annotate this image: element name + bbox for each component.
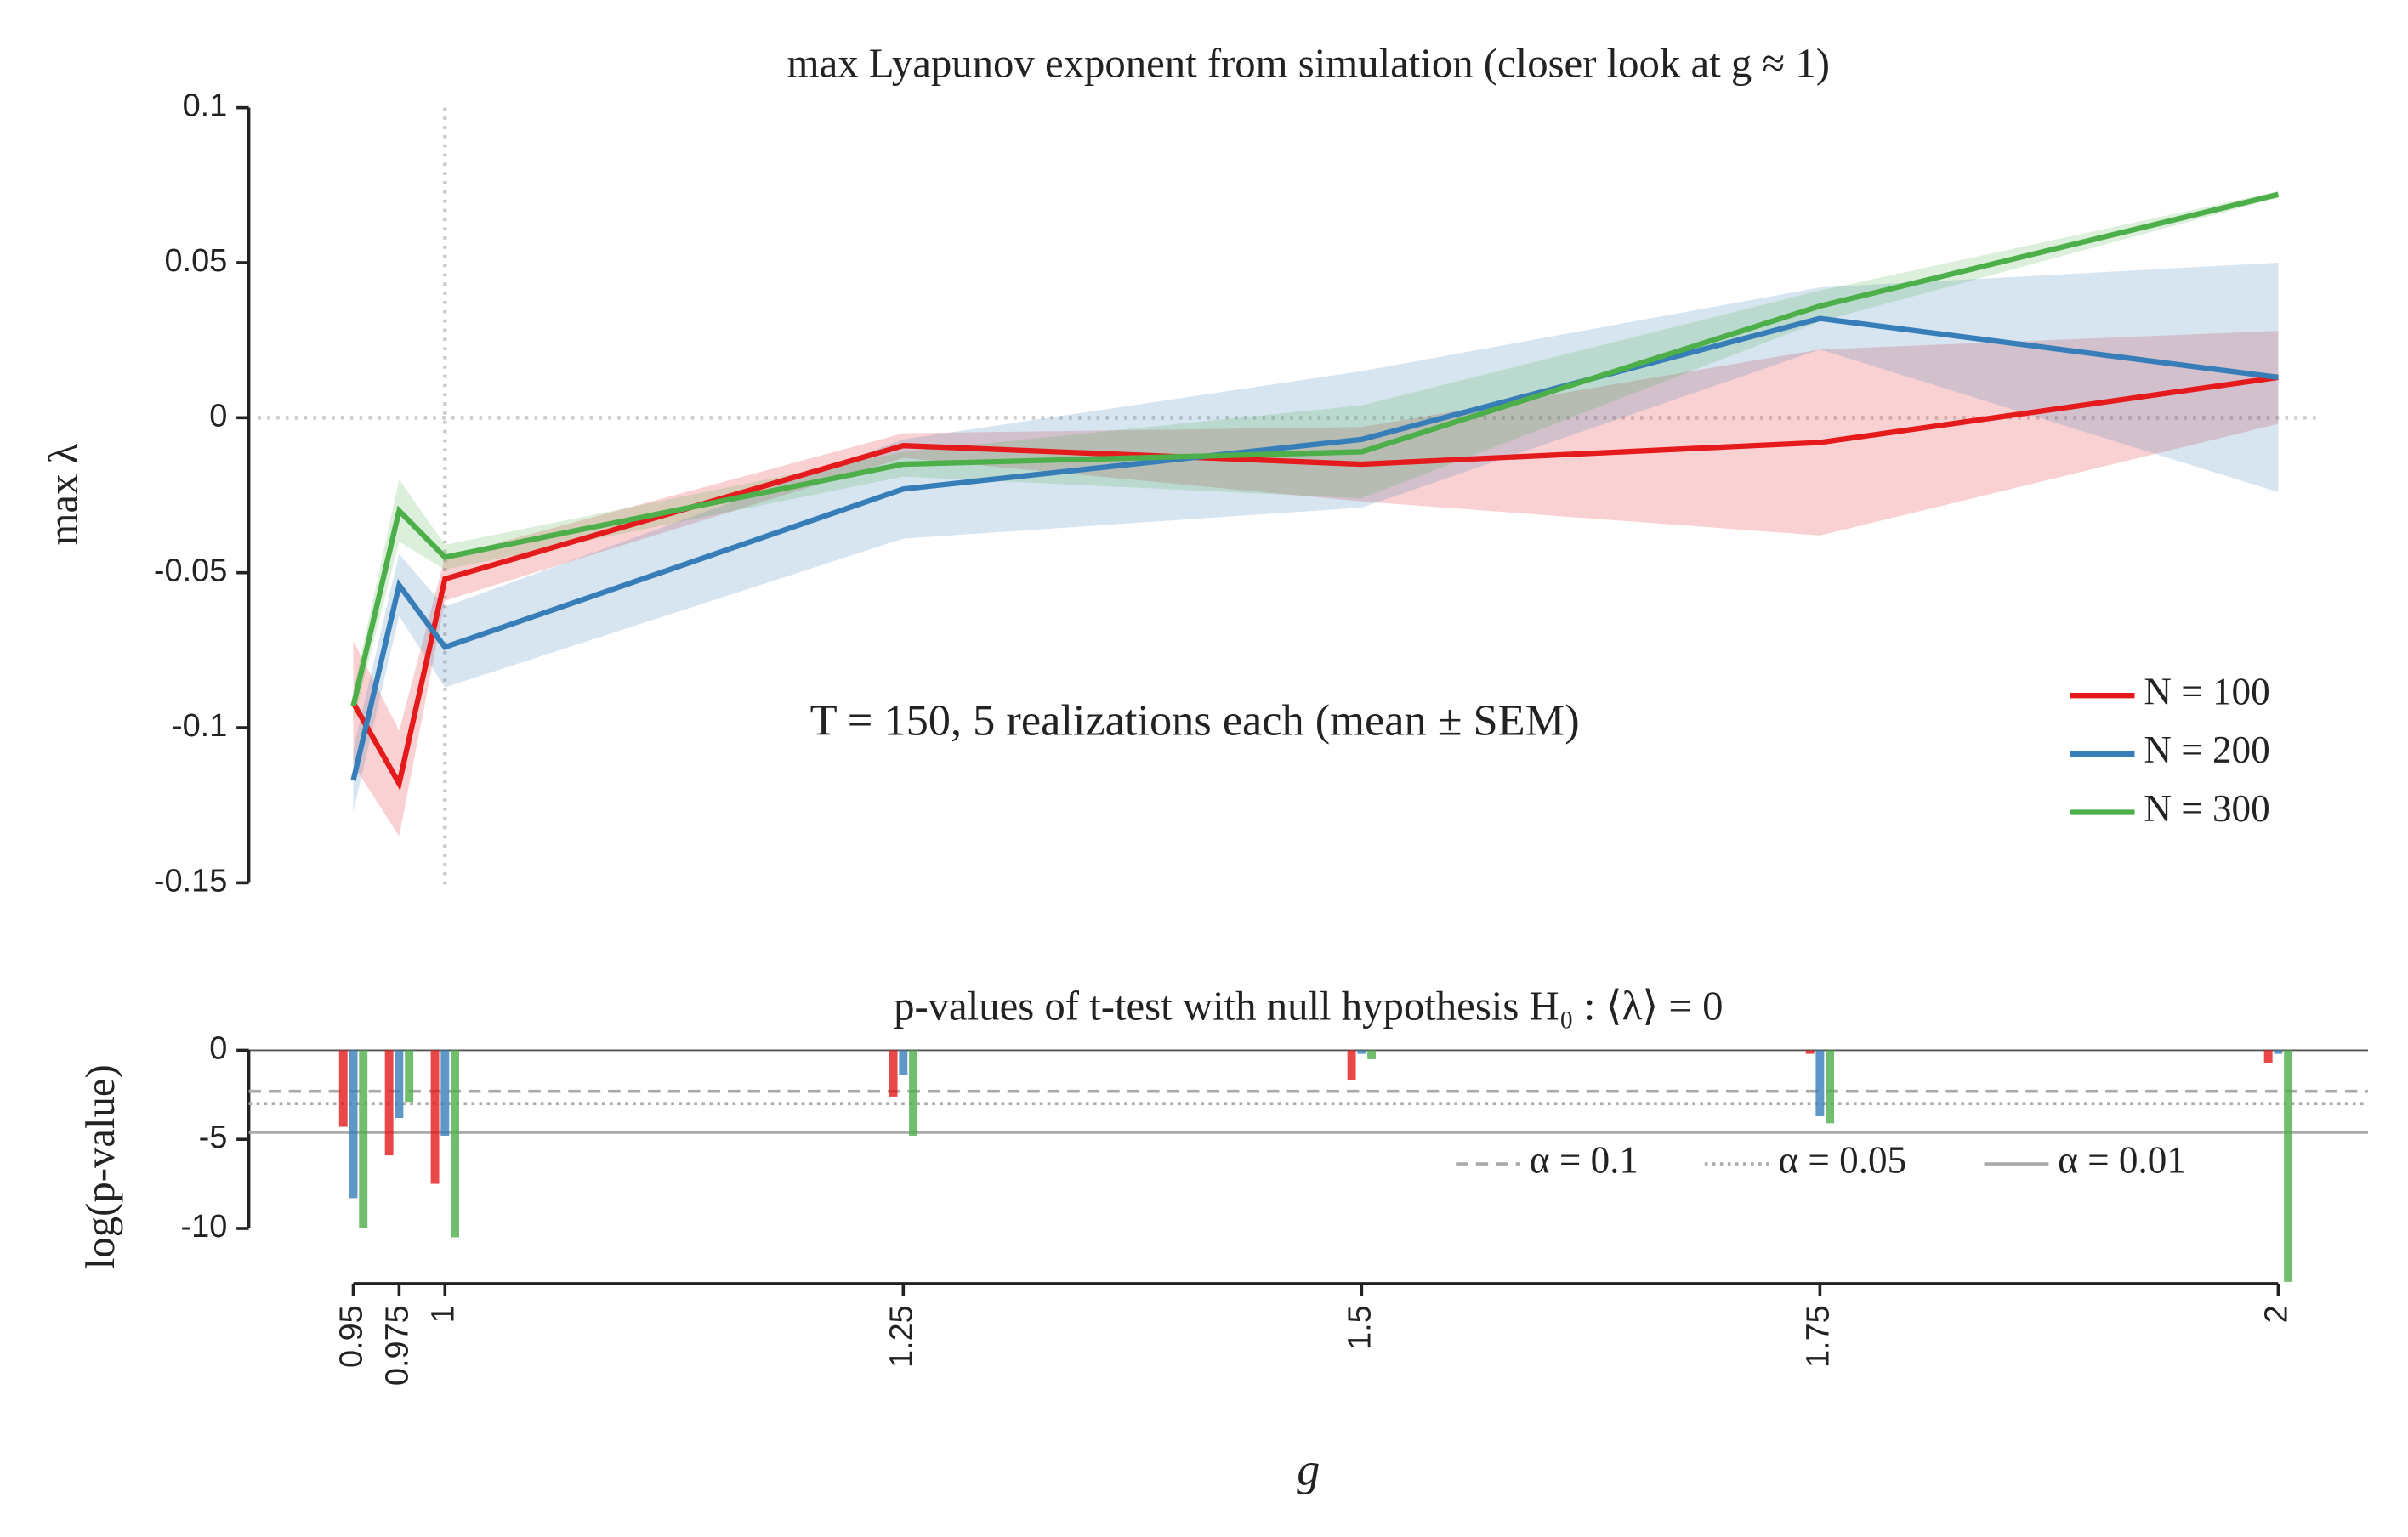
bar bbox=[2284, 1050, 2293, 1282]
line bbox=[350, 315, 2279, 781]
bar bbox=[338, 1050, 348, 1127]
legend-label: N = 300 bbox=[2144, 787, 2269, 830]
bar bbox=[405, 1050, 414, 1103]
y-tick-label: 0 bbox=[209, 1030, 227, 1066]
bar bbox=[430, 1050, 440, 1184]
top-y-label: max λ bbox=[41, 443, 87, 545]
bar bbox=[2274, 1050, 2283, 1054]
y-tick-label: 0.1 bbox=[183, 88, 228, 124]
bar bbox=[2263, 1050, 2273, 1063]
legend-label: N = 200 bbox=[2144, 729, 2269, 771]
bar bbox=[889, 1050, 898, 1097]
y-tick-label: -0.15 bbox=[154, 863, 227, 899]
sem-band bbox=[353, 262, 2279, 812]
sem-band bbox=[353, 331, 2279, 837]
x-tick-label: 0.95 bbox=[334, 1305, 370, 1368]
bottom-title: p-values of t-test with null hypothesis … bbox=[894, 984, 1723, 1029]
bar bbox=[899, 1050, 908, 1075]
legend-label: α = 0.05 bbox=[1778, 1138, 1906, 1181]
y-tick-label: -0.05 bbox=[154, 553, 227, 589]
bar bbox=[1357, 1050, 1366, 1054]
bar bbox=[1805, 1050, 1815, 1054]
bar bbox=[451, 1050, 460, 1238]
legend-label: α = 0.01 bbox=[2058, 1138, 2186, 1181]
bar bbox=[359, 1050, 368, 1228]
y-tick-label: -10 bbox=[181, 1209, 228, 1245]
x-tick-label: 1.25 bbox=[883, 1305, 919, 1368]
bar bbox=[1347, 1050, 1356, 1081]
bar bbox=[349, 1050, 358, 1199]
x-tick-label: 1.75 bbox=[1800, 1305, 1836, 1368]
x-tick-label: 2 bbox=[2258, 1305, 2294, 1323]
x-tick-label: 1.5 bbox=[1342, 1305, 1377, 1350]
legend-label: α = 0.1 bbox=[1530, 1138, 1638, 1181]
bar bbox=[395, 1050, 404, 1119]
bottom-y-label: log(p-value) bbox=[77, 1064, 123, 1269]
y-tick-label: 0.05 bbox=[165, 243, 228, 279]
x-tick-label: 1 bbox=[425, 1305, 461, 1323]
bar bbox=[909, 1050, 918, 1137]
y-tick-label: -5 bbox=[199, 1120, 228, 1155]
top-title: max Lyapunov exponent from simulation (c… bbox=[787, 41, 1830, 87]
bar bbox=[1367, 1050, 1377, 1059]
x-tick-label: 0.975 bbox=[379, 1305, 415, 1386]
bar bbox=[440, 1050, 450, 1137]
line bbox=[350, 191, 2280, 707]
legend-label: N = 100 bbox=[2144, 671, 2269, 713]
bar bbox=[1815, 1050, 1825, 1116]
bar bbox=[384, 1050, 394, 1156]
x-label: g bbox=[1297, 1443, 1320, 1494]
y-tick-label: -0.1 bbox=[172, 708, 227, 744]
bar bbox=[1826, 1050, 1835, 1124]
line bbox=[350, 374, 2279, 791]
annotation: T = 150, 5 realizations each (mean ± SEM… bbox=[810, 696, 1580, 746]
y-tick-label: 0 bbox=[209, 398, 227, 434]
